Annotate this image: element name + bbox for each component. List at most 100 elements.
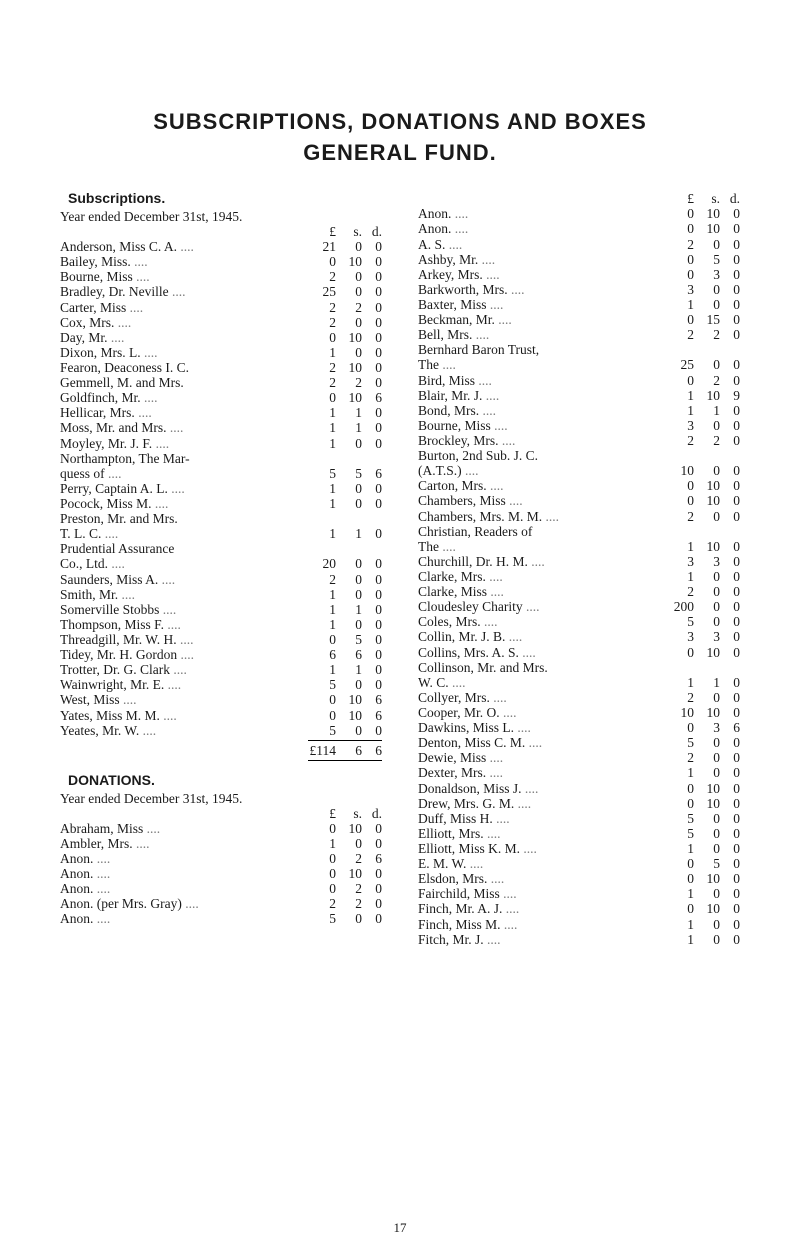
amount: 556 bbox=[304, 466, 382, 481]
amount: 050 bbox=[662, 856, 740, 871]
text-line: Preston, Mr. and Mrs. bbox=[60, 511, 382, 526]
entry-name: Anon. bbox=[60, 911, 304, 926]
amount-pence: 0 bbox=[724, 312, 740, 327]
amount-pence: 0 bbox=[366, 602, 382, 617]
ledger-row: Collyer, Mrs.200 bbox=[418, 690, 740, 705]
amount-shillings: 10 bbox=[340, 330, 366, 345]
section-heading: DONATIONS. bbox=[68, 773, 382, 789]
amount-shillings: 10 bbox=[698, 796, 724, 811]
amount-pounds: 2 bbox=[662, 584, 698, 599]
amount: 330 bbox=[662, 554, 740, 569]
ledger-row: Anon.0100 bbox=[418, 221, 740, 236]
amount: 660 bbox=[304, 647, 382, 662]
amount-shillings: 10 bbox=[698, 645, 724, 660]
entry-name: Collins, Mrs. A. S. bbox=[418, 645, 662, 660]
entry-name: Abraham, Miss bbox=[60, 821, 304, 836]
amount-pounds: 0 bbox=[304, 866, 340, 881]
amount: 110 bbox=[304, 420, 382, 435]
amount-pence: 0 bbox=[724, 509, 740, 524]
amount-pence: 0 bbox=[366, 330, 382, 345]
amount-pence: 0 bbox=[366, 723, 382, 738]
amount: 200 bbox=[662, 237, 740, 252]
amount-pounds: 0 bbox=[304, 821, 340, 836]
entry-name: Cloudesley Charity bbox=[418, 599, 662, 614]
amount: 100 bbox=[304, 481, 382, 496]
ledger-row: (A.T.S.)1000 bbox=[418, 463, 740, 478]
ledger-row: W. C.110 bbox=[418, 675, 740, 690]
amount: 100 bbox=[304, 617, 382, 632]
amount-shillings: 10 bbox=[698, 539, 724, 554]
amount-shillings: 5 bbox=[698, 856, 724, 871]
amount-pence: 0 bbox=[366, 896, 382, 911]
entry-name: Dixon, Mrs. L. bbox=[60, 345, 304, 360]
ledger-row: Cooper, Mr. O.10100 bbox=[418, 705, 740, 720]
amount: 100 bbox=[304, 587, 382, 602]
amount: 110 bbox=[304, 662, 382, 677]
amount: 0150 bbox=[662, 312, 740, 327]
entry-name: T. L. C. bbox=[60, 526, 304, 541]
amount-shillings: 0 bbox=[698, 690, 724, 705]
ledger-row: Baxter, Miss100 bbox=[418, 297, 740, 312]
amount: 0106 bbox=[304, 692, 382, 707]
amount: 2100 bbox=[304, 239, 382, 254]
amount-pounds: 20 bbox=[304, 556, 340, 571]
ledger-row: Yates, Miss M. M.0106 bbox=[60, 708, 382, 723]
entry-name: Moss, Mr. and Mrs. bbox=[60, 420, 304, 435]
amount-pounds: 0 bbox=[304, 390, 340, 405]
amount-pounds: 5 bbox=[304, 466, 340, 481]
amount-shillings: 0 bbox=[340, 496, 366, 511]
amount-pence: 9 bbox=[724, 388, 740, 403]
entry-name: Goldfinch, Mr. bbox=[60, 390, 304, 405]
amount-pounds: 1 bbox=[304, 481, 340, 496]
ledger-row: Anon.026 bbox=[60, 851, 382, 866]
amount: 110 bbox=[304, 526, 382, 541]
text-line: Northampton, The Mar- bbox=[60, 451, 382, 466]
amount-pence: 0 bbox=[366, 836, 382, 851]
ledger-row: Dexter, Mrs.100 bbox=[418, 765, 740, 780]
amount-pence: 0 bbox=[724, 871, 740, 886]
ledger-row: Bradley, Dr. Neville2500 bbox=[60, 284, 382, 299]
amount: £11466 bbox=[292, 743, 382, 758]
amount: 110 bbox=[662, 403, 740, 418]
amount-shillings: 0 bbox=[698, 735, 724, 750]
ledger-row: Elsdon, Mrs.0100 bbox=[418, 871, 740, 886]
amount-pence: 0 bbox=[366, 617, 382, 632]
amount: 0100 bbox=[304, 821, 382, 836]
amount: £s.d. bbox=[662, 191, 740, 206]
ledger-row: Churchill, Dr. H. M.330 bbox=[418, 554, 740, 569]
amount-shillings: 10 bbox=[340, 390, 366, 405]
ledger-row: Blair, Mr. J.1109 bbox=[418, 388, 740, 403]
amount-shillings: 0 bbox=[340, 481, 366, 496]
amount-shillings: 10 bbox=[698, 221, 724, 236]
amount-pounds: 0 bbox=[304, 692, 340, 707]
amount: 0100 bbox=[662, 221, 740, 236]
currency-header: £s.d. bbox=[60, 806, 382, 821]
amount-shillings: 6 bbox=[340, 743, 366, 758]
ledger-row: Gemmell, M. and Mrs.220 bbox=[60, 375, 382, 390]
amount: 300 bbox=[662, 418, 740, 433]
amount-pence: 0 bbox=[724, 539, 740, 554]
amount-pounds: £ bbox=[662, 191, 698, 206]
amount-pounds: 2 bbox=[304, 896, 340, 911]
entry-name: Threadgill, Mr. W. H. bbox=[60, 632, 304, 647]
amount-pounds: £ bbox=[304, 224, 340, 239]
amount: 0100 bbox=[304, 254, 382, 269]
amount: 026 bbox=[304, 851, 382, 866]
amount-pence: 0 bbox=[366, 866, 382, 881]
amount-shillings: 1 bbox=[698, 675, 724, 690]
amount-pence: 0 bbox=[724, 297, 740, 312]
entry-name: Clarke, Miss bbox=[418, 584, 662, 599]
amount: 100 bbox=[662, 765, 740, 780]
ledger-row: Moss, Mr. and Mrs.110 bbox=[60, 420, 382, 435]
amount-pence: 0 bbox=[366, 269, 382, 284]
amount-shillings: 2 bbox=[340, 881, 366, 896]
amount-pounds: 2 bbox=[304, 300, 340, 315]
entry-name: Beckman, Mr. bbox=[418, 312, 662, 327]
amount-pounds: 5 bbox=[304, 677, 340, 692]
ledger-row: Coles, Mrs.500 bbox=[418, 614, 740, 629]
right-column: £s.d.Anon.0100Anon.0100A. S.200Ashby, Mr… bbox=[418, 191, 740, 946]
ledger-row: Moyley, Mr. J. F.100 bbox=[60, 436, 382, 451]
amount-pence: 0 bbox=[366, 662, 382, 677]
amount-shillings: 0 bbox=[340, 587, 366, 602]
amount: 200 bbox=[662, 750, 740, 765]
